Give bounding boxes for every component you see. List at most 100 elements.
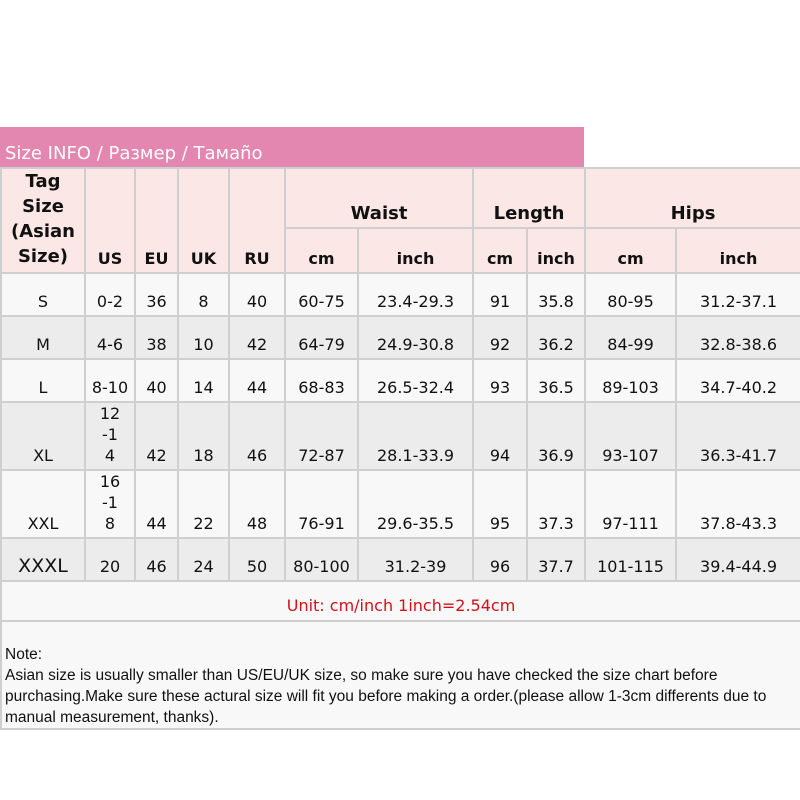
- cell-waist-in: 29.6-35.5: [356, 469, 475, 539]
- cell-eu: 42: [134, 401, 179, 471]
- cell-hips-in: 36.3-41.7: [675, 401, 800, 471]
- header-hips-cm: cm: [584, 227, 678, 274]
- cell-uk: 24: [177, 537, 230, 582]
- cell-tag: M: [0, 315, 86, 360]
- header-text: Size: [22, 196, 64, 217]
- cell-uk: 18: [177, 401, 230, 471]
- cell-hips-cm: 97-111: [584, 469, 678, 539]
- header-text: Tag: [25, 171, 61, 192]
- note-label: Note:: [5, 646, 43, 663]
- cell-len-in: 36.2: [526, 315, 587, 360]
- cell-hips-in: 32.8-38.6: [675, 315, 800, 360]
- table-row: S 0-2 36 8 40 60-75 23.4-29.3 91 35.8 80-95 31.2-3…: [0, 272, 800, 317]
- header-text: Size): [17, 246, 69, 267]
- cell-waist-cm: 60-75: [284, 272, 359, 317]
- cell-hips-cm: 101-115: [584, 537, 678, 582]
- cell-len-cm: 91: [472, 272, 529, 317]
- cell-waist-in: 26.5-32.4: [356, 358, 475, 403]
- cell-ru: 46: [228, 401, 286, 471]
- header-eu: EU: [134, 167, 179, 274]
- cell-waist-in: 31.2-39: [356, 537, 475, 582]
- cell-tag: XL: [0, 401, 86, 471]
- cell-us: 8-10: [84, 358, 136, 403]
- cell-len-in: 36.9: [526, 401, 587, 471]
- cell-waist-cm: 64-79: [284, 315, 359, 360]
- cell-waist-cm: 68-83: [284, 358, 359, 403]
- cell-hips-in: 34.7-40.2: [675, 358, 800, 403]
- header-tag-size: Tag Size (Asian Size): [0, 167, 86, 274]
- table-row: XL 12-14 42 18 46 72-87 28.1-33.9 94 36.9 93-107 3…: [0, 401, 800, 471]
- cell-waist-cm: 80-100: [284, 537, 359, 582]
- table-row: XXXL 20 46 24 50 80-100 31.2-39 96 37.7 101-115 39…: [0, 537, 800, 582]
- unit-note: Unit: cm/inch 1inch=2.54cm: [0, 580, 800, 622]
- cell-eu: 40: [134, 358, 179, 403]
- cell-len-cm: 93: [472, 358, 529, 403]
- cell-ru: 50: [228, 537, 286, 582]
- header-text: (Asian: [10, 221, 75, 242]
- cell-len-cm: 92: [472, 315, 529, 360]
- header-us: US: [84, 167, 136, 274]
- cell-len-in: 37.3: [526, 469, 587, 539]
- cell-hips-cm: 93-107: [584, 401, 678, 471]
- cell-us: 0-2: [84, 272, 136, 317]
- cell-us: 4-6: [84, 315, 136, 360]
- cell-waist-in: 23.4-29.3: [356, 272, 475, 317]
- cell-waist-in: 24.9-30.8: [356, 315, 475, 360]
- header-row: Tag Size (Asian Size) US EU UK RU Waist …: [0, 166, 800, 274]
- size-table: Tag Size (Asian Size) US EU UK RU Waist …: [0, 166, 800, 730]
- cell-waist-cm: 72-87: [284, 401, 359, 471]
- cell-len-in: 37.7: [526, 537, 587, 582]
- header-length-inch: inch: [526, 227, 587, 274]
- cell-ru: 40: [228, 272, 286, 317]
- cell-us: 20: [84, 537, 136, 582]
- cell-tag: XXXL: [0, 537, 86, 582]
- cell-us: 12-14: [84, 401, 136, 471]
- header-waist-cm: cm: [284, 227, 359, 274]
- table-row: M 4-6 38 10 42 64-79 24.9-30.8 92 36.2 84-99 32.8-…: [0, 315, 800, 360]
- cell-hips-in: 39.4-44.9: [675, 537, 800, 582]
- chart-title: Size INFO / Размер / Тамаño: [0, 127, 584, 167]
- cell-tag: XXL: [0, 469, 86, 539]
- cell-uk: 14: [177, 358, 230, 403]
- cell-hips-cm: 80-95: [584, 272, 678, 317]
- cell-tag: S: [0, 272, 86, 317]
- cell-hips-in: 37.8-43.3: [675, 469, 800, 539]
- cell-hips-cm: 84-99: [584, 315, 678, 360]
- cell-eu: 36: [134, 272, 179, 317]
- header-uk: UK: [177, 167, 230, 274]
- table-row: XXL 16-18 44 22 48 76-91 29.6-35.5 95 37.3 97-111…: [0, 469, 800, 539]
- cell-hips-cm: 89-103: [584, 358, 678, 403]
- cell-eu: 44: [134, 469, 179, 539]
- header-waist: Waist: [283, 166, 475, 230]
- header-ru: RU: [228, 167, 286, 274]
- cell-uk: 8: [177, 272, 230, 317]
- cell-eu: 38: [134, 315, 179, 360]
- unit-row: Unit: cm/inch 1inch=2.54cm: [0, 580, 800, 622]
- cell-us: 16-18: [84, 469, 136, 539]
- header-length: Length: [472, 166, 587, 230]
- header-hips-inch: inch: [675, 227, 800, 274]
- note-cell: Note: Asian size is usually smaller than …: [0, 620, 800, 730]
- note-text: Asian size is usually smaller than US/EU…: [5, 667, 767, 726]
- header-hips: Hips: [584, 166, 800, 230]
- cell-len-cm: 95: [472, 469, 529, 539]
- cell-hips-in: 31.2-37.1: [675, 272, 800, 317]
- cell-len-in: 35.8: [526, 272, 587, 317]
- cell-len-in: 36.5: [526, 358, 587, 403]
- cell-len-cm: 96: [472, 537, 529, 582]
- cell-ru: 44: [228, 358, 286, 403]
- note-row: Note: Asian size is usually smaller than …: [0, 620, 800, 730]
- cell-ru: 42: [228, 315, 286, 360]
- cell-ru: 48: [228, 469, 286, 539]
- cell-uk: 22: [177, 469, 230, 539]
- cell-waist-in: 28.1-33.9: [356, 401, 475, 471]
- cell-uk: 10: [177, 315, 230, 360]
- cell-waist-cm: 76-91: [284, 469, 359, 539]
- table-row: L 8-10 40 14 44 68-83 26.5-32.4 93 36.5 89-103 34.…: [0, 358, 800, 403]
- subheader-row: cm inch cm inch cm inch: [1, 227, 800, 274]
- cell-tag: L: [0, 358, 86, 403]
- header-waist-inch: inch: [356, 227, 475, 274]
- header-length-cm: cm: [472, 227, 529, 274]
- cell-len-cm: 94: [472, 401, 529, 471]
- cell-eu: 46: [134, 537, 179, 582]
